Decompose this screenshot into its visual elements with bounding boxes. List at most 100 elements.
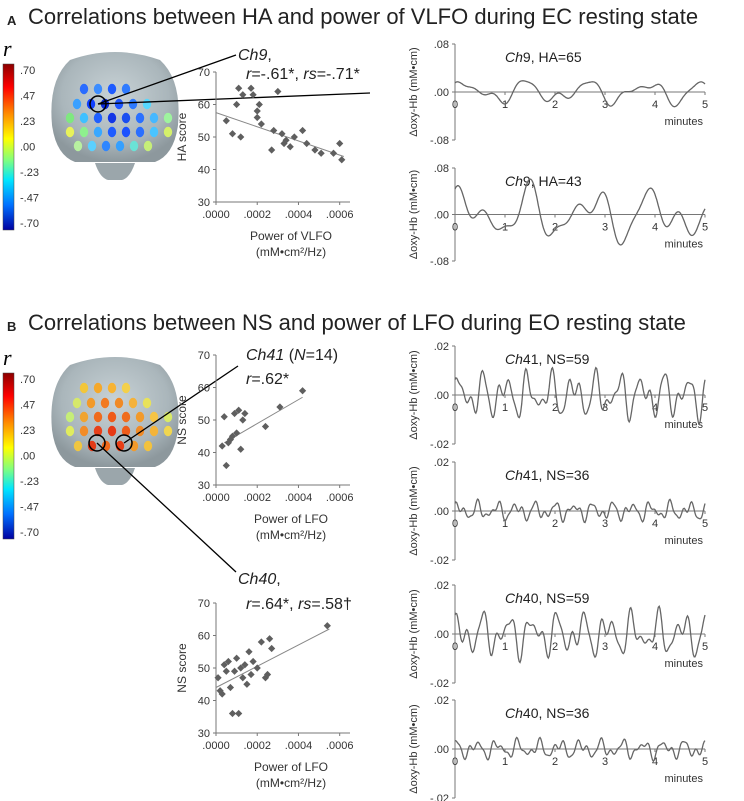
neck-b	[95, 468, 135, 485]
scatter-point	[230, 409, 239, 418]
channel-dot	[135, 126, 145, 138]
scatter-point	[230, 667, 239, 675]
channel-dot	[142, 98, 152, 110]
scatter-point	[218, 690, 226, 698]
scatter-point	[218, 442, 226, 450]
ts-x-tick-label: 4	[652, 99, 658, 111]
ts-x-unit-label: minutes	[664, 535, 703, 547]
scatter-x-axis-label: (mM•cm²/Hz)	[256, 528, 326, 542]
ts-x-tick-label: 5	[702, 222, 708, 234]
scatter-point	[235, 84, 243, 92]
channel-dot	[65, 425, 75, 437]
scatter-point	[233, 429, 241, 437]
ts-x-tick-label: 1	[502, 222, 508, 234]
ts-x-unit-label: minutes	[664, 239, 703, 251]
channel-dot	[121, 411, 131, 423]
ts-x-tick-label: 1	[502, 518, 508, 530]
scatter-y-tick-label: 40	[198, 448, 210, 460]
scatter-x-tick-label: .0004	[285, 492, 313, 504]
scatter-y-axis-label: HA score	[175, 112, 189, 161]
colorbar-a: r .70 .47 .23 .00 -.23 -.47 -.70	[2, 36, 39, 231]
colorbar-a-gradient	[2, 63, 15, 231]
ts-x-tick-label: 4	[652, 641, 658, 653]
ts-x-unit-label: minutes	[664, 658, 703, 670]
ts-y-tick-label: -.02	[430, 793, 449, 801]
scatter-chart-a: 30 40 50 60 70 .0000 .0002 .0004 .0006 HA score Po…	[175, 67, 353, 259]
scatter-point	[237, 445, 245, 453]
scatter-point	[239, 91, 247, 99]
scatter-y-tick-label: 60	[198, 100, 210, 112]
arrow-line-ch9-scatter	[97, 54, 237, 105]
channel-dot	[101, 440, 111, 452]
ts-x-tick-label: 2	[552, 99, 558, 111]
scatter-y-tick-label: 40	[198, 696, 210, 708]
channel-dot	[79, 83, 89, 95]
scatter-x-axis-label: (mM•cm²/Hz)	[256, 245, 326, 259]
scatter-point	[241, 661, 249, 669]
ts-y-tick-label: .00	[434, 210, 449, 222]
ts-x-tick-label: 0	[452, 402, 458, 414]
colorbar-b: r .70 .47 .23 .00 -.23 -.47 -.70	[2, 345, 39, 540]
scatter-x-tick-label: .0006	[326, 209, 354, 221]
ts-y-tick-label: .02	[434, 695, 449, 707]
scatter-y-tick-label: 50	[198, 415, 210, 427]
ts-y-axis-label: Δoxy-Hb (mM•cm)	[408, 170, 420, 259]
channel-dot	[128, 397, 138, 409]
ts-x-tick-label: 1	[502, 99, 508, 111]
scatter-point	[278, 130, 286, 138]
ts-x-tick-label: 1	[502, 402, 508, 414]
scatter-point	[237, 133, 245, 141]
channel-dot	[65, 411, 75, 423]
ts-x-tick-label: 5	[702, 518, 708, 530]
channel-dot	[163, 126, 173, 138]
channel-dot	[107, 411, 117, 423]
channel-dot	[149, 112, 159, 124]
ts-signal-line	[454, 498, 706, 524]
scatter-x-tick-label: .0000	[202, 492, 230, 504]
scatter-point	[222, 461, 230, 470]
ts-x-tick-label: 3	[602, 99, 608, 111]
scatter-x-axis-label: (mM•cm²/Hz)	[256, 776, 326, 790]
scatter-x-tick-label: .0006	[326, 492, 354, 504]
channel-dot	[65, 126, 75, 138]
scatter-point	[323, 622, 331, 630]
scatter-point	[243, 680, 251, 688]
scatter-point	[220, 661, 228, 669]
colorbar-tick-6: -.70	[20, 218, 39, 230]
ts-x-tick-label: 0	[452, 641, 458, 653]
panel-title-a: Correlations between HA and power of VLF…	[28, 4, 699, 29]
channel-dot	[149, 411, 159, 423]
channel-dot	[93, 382, 103, 394]
scatter-x-tick-label: .0006	[326, 740, 354, 752]
ts-y-tick-label: .02	[434, 341, 449, 353]
scatter-point	[282, 136, 290, 144]
scatter-point	[257, 120, 265, 128]
ts-x-tick-label: 0	[452, 99, 458, 111]
ts-x-unit-label: minutes	[664, 419, 703, 431]
channel-ring-ch40	[88, 434, 106, 452]
ts-x-tick-label: 1	[502, 641, 508, 653]
channel-dot	[87, 440, 97, 452]
scatter-y-tick-label: 70	[198, 598, 210, 610]
panel-letter-b: B	[7, 319, 17, 334]
ts-x-tick-label: 2	[552, 518, 558, 530]
scatter-point	[247, 670, 255, 679]
channel-dot	[79, 425, 89, 437]
ts-title: Ch41, NS=59	[505, 351, 590, 367]
ts-x-tick-label: 3	[602, 402, 608, 414]
scatter-y-tick-label: 30	[198, 197, 210, 209]
scatter-x-tick-label: .0000	[202, 740, 230, 752]
timeseries-chart-b2: .02 .00 -.02 0 1 2 3 4 5 minutes Δoxy-Hb (mM•cm) Ch…	[408, 457, 708, 567]
scatter-point	[268, 146, 276, 154]
colorbar-tick-1: .47	[20, 400, 35, 412]
scatter-point	[263, 670, 272, 679]
channel-dot	[142, 397, 152, 409]
channel-dot	[93, 411, 103, 423]
channel-dot	[121, 425, 131, 437]
scatter-y-axis-label: NS score	[175, 643, 189, 693]
channel-dot	[87, 140, 97, 152]
scatter-point	[253, 113, 261, 122]
scatter-point	[317, 149, 325, 157]
scatter-y-tick-label: 50	[198, 132, 210, 144]
